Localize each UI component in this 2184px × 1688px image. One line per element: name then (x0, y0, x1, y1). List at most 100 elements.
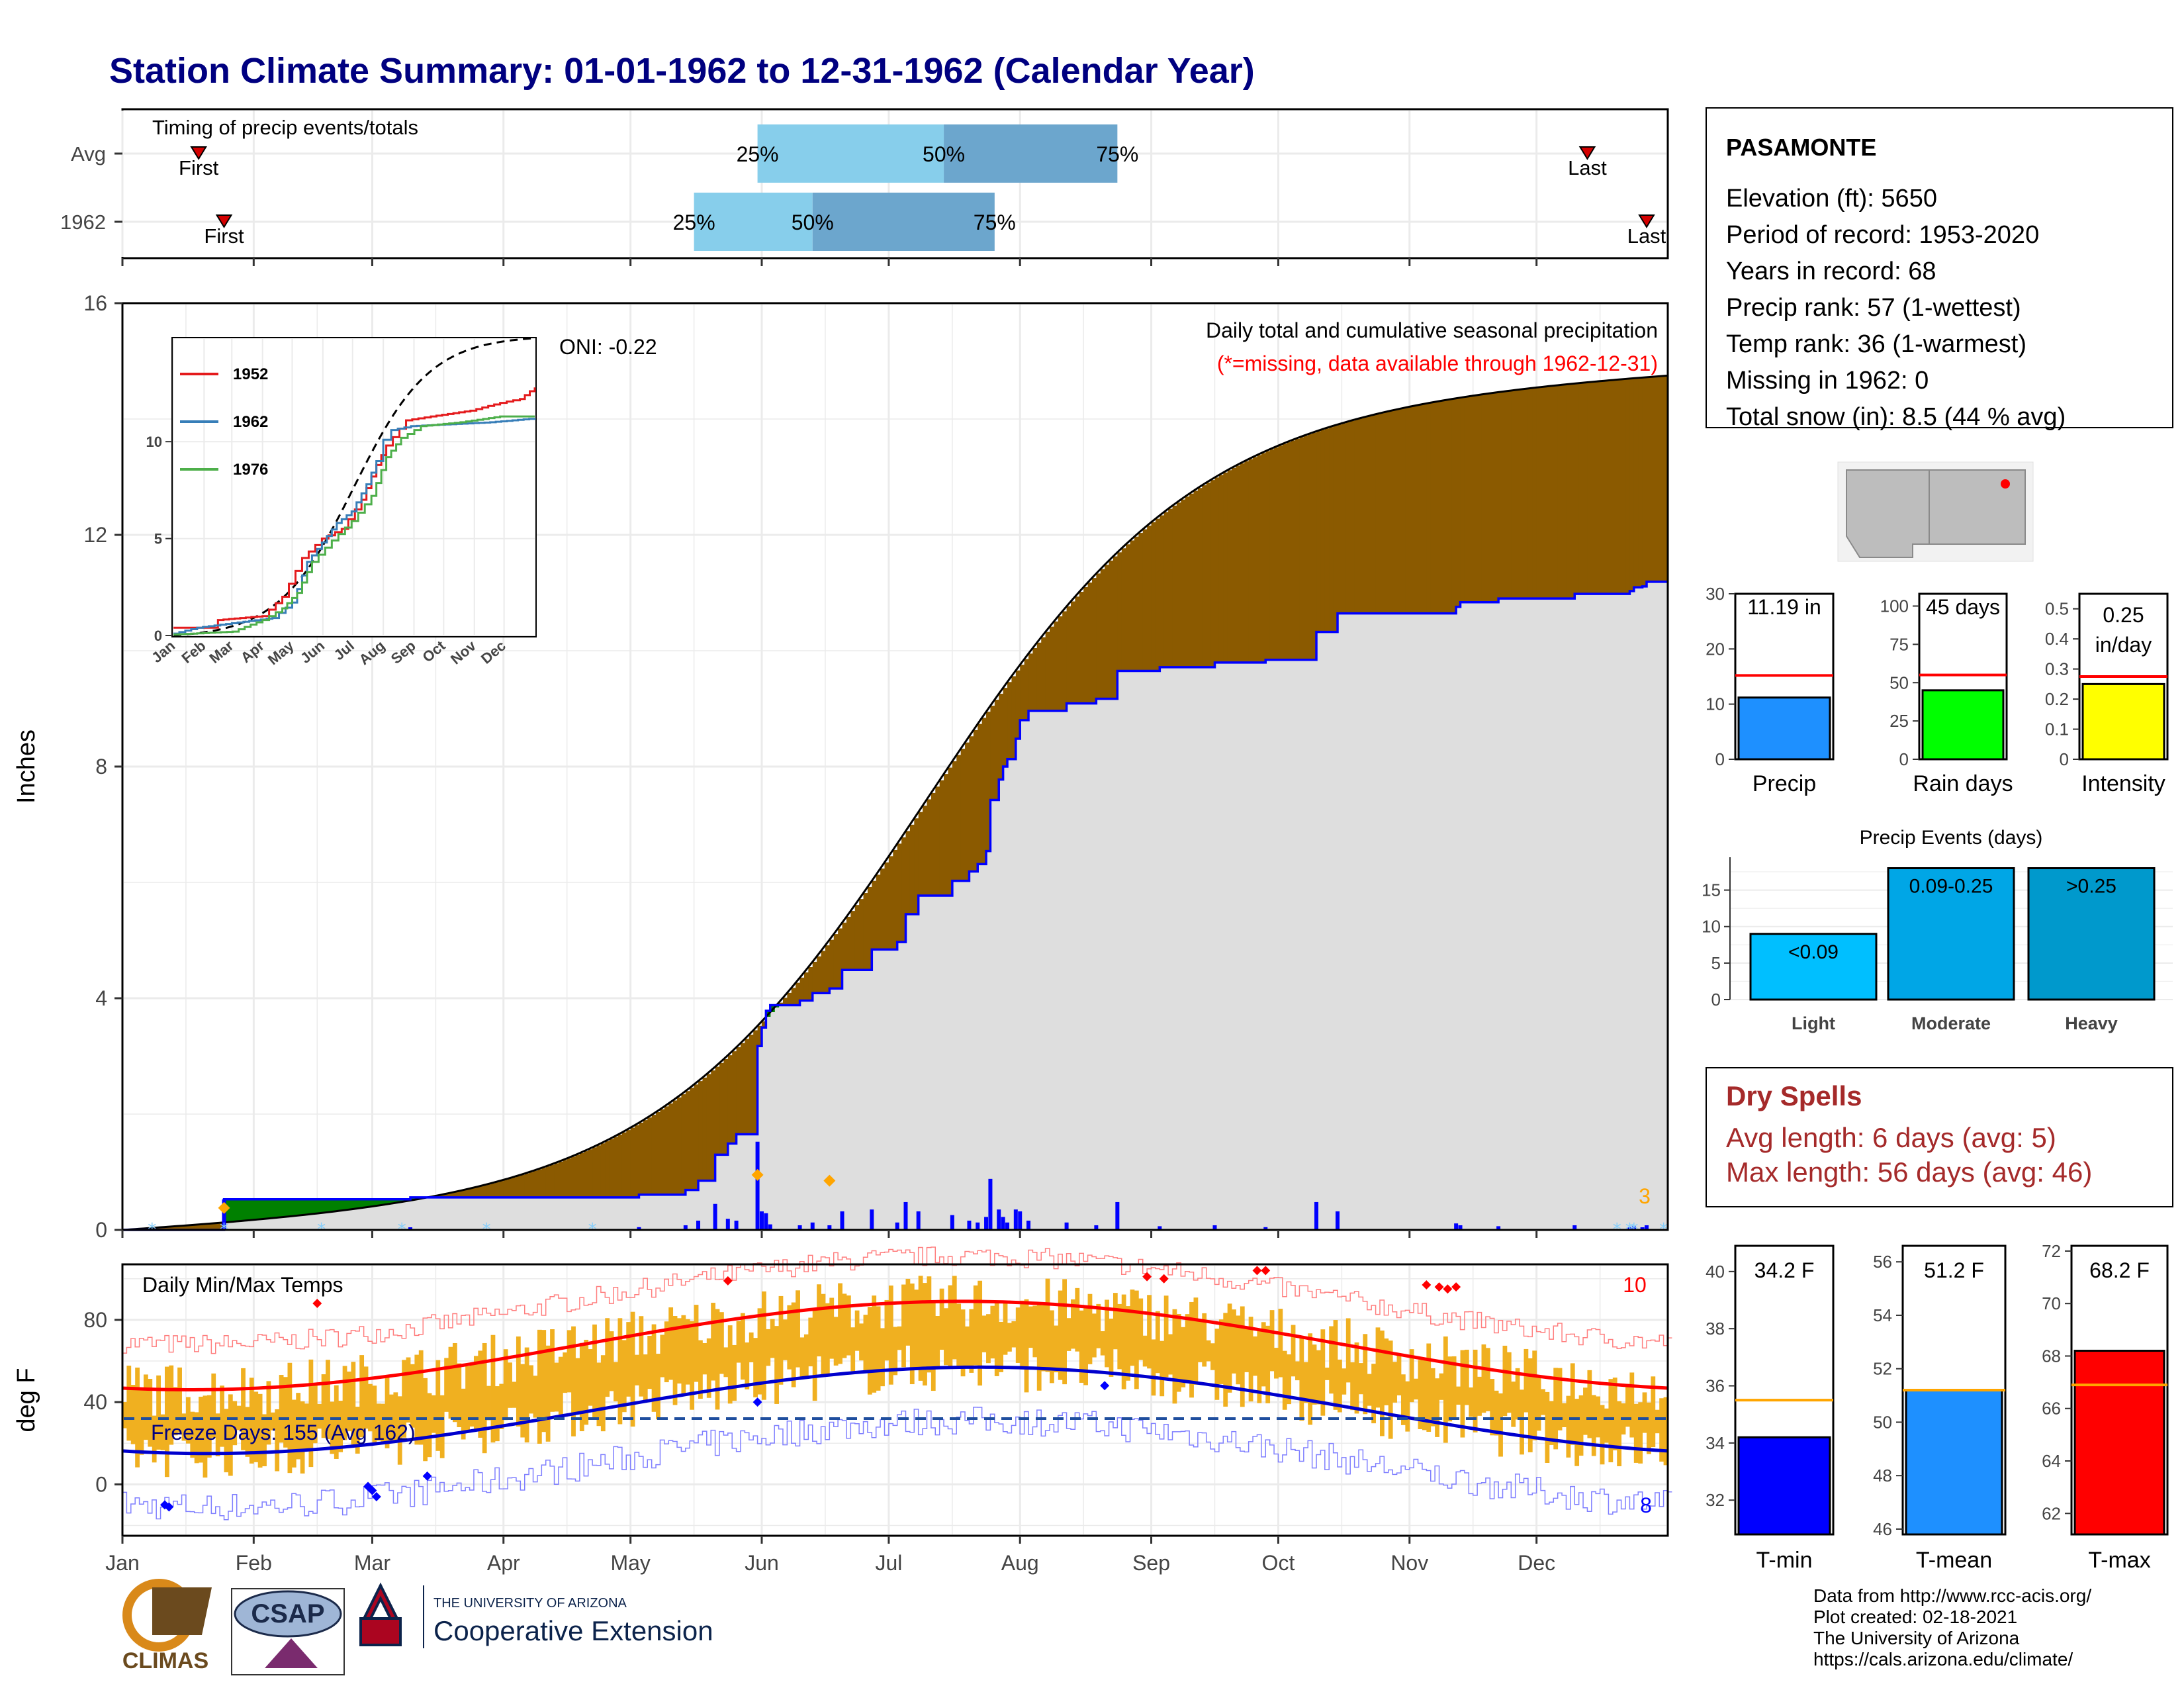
daily-temp-range-bar (215, 1413, 220, 1456)
precip-diff-slice (1091, 578, 1097, 704)
daily-temp-range-bar (584, 1339, 589, 1425)
precip-diff-slice (927, 799, 932, 896)
precip-diff-slice (1176, 502, 1181, 667)
precip-diff-slice (1121, 548, 1126, 671)
daily-temp-range-bar (1527, 1358, 1533, 1452)
precip-diff-slice (1435, 402, 1440, 614)
daily-temp-range-bar (1274, 1348, 1279, 1379)
precip-ytick-label-16: 16 (83, 291, 107, 315)
precip-diff-slice (859, 899, 864, 970)
precip-diff-slice (452, 1192, 457, 1197)
dry-spells-box: Dry Spells Avg length: 6 days (avg: 5) M… (1706, 1067, 2173, 1207)
daily-temp-range-bar (1087, 1293, 1093, 1364)
daily-temp-range-bar (761, 1291, 766, 1400)
precip-diff-slice (499, 1181, 504, 1197)
record-low-marker (371, 1491, 381, 1501)
record-low-marker (422, 1471, 432, 1481)
precip-diff-slice (617, 1135, 623, 1197)
inset-legend-label-1962: 1962 (233, 413, 268, 431)
precip-diff-slice (1557, 385, 1563, 599)
precip-ytick-label-8: 8 (95, 755, 107, 778)
daily-precip-bar (1336, 1211, 1340, 1230)
daily-temp-range-bar (241, 1368, 246, 1450)
daily-temp-range-bar (579, 1342, 584, 1432)
daily-temp-range-bar (372, 1385, 377, 1442)
daily-temp-range-bar (469, 1363, 475, 1427)
daily-temp-range-bar (206, 1395, 212, 1458)
record-high-count: 10 (1623, 1273, 1647, 1297)
precip-diff-slice (923, 806, 928, 896)
month-axis: Jan Feb Mar Apr May Jun Jul Aug Sep Oct Nov Dec (105, 1536, 1555, 1575)
daily-temp-range-bar (681, 1315, 686, 1395)
daily-temp-range-bar (672, 1316, 678, 1405)
precip-diff-slice (1663, 375, 1668, 582)
station-precip-rank: Precip rank: 57 (1-wettest) (1726, 294, 2021, 322)
precip-diff-slice (486, 1184, 492, 1197)
daily-temp-range-bar (173, 1387, 178, 1436)
precip-diff-slice (681, 1094, 686, 1195)
daily-temp-range-bar (782, 1319, 788, 1360)
daily-temp-range-bar (1490, 1379, 1495, 1436)
daily-temp-range-bar (702, 1342, 707, 1375)
temp-summary-tick-label: 56 (1873, 1252, 1892, 1272)
precip-diff-slice (389, 1199, 394, 1204)
temp-summary-tick-label: 62 (2042, 1503, 2061, 1523)
summary-tick-label: 25 (1889, 711, 1909, 731)
daily-precip-bar (1005, 1222, 1010, 1230)
daily-precip-bar (1640, 1227, 1645, 1230)
precip-diff-slice (296, 1199, 301, 1216)
daily-temp-range-bar (1587, 1370, 1592, 1438)
daily-temp-range-bar (1498, 1393, 1503, 1457)
avg-precip-area (122, 581, 1668, 1230)
summary-tick-label: 0.2 (2045, 689, 2069, 709)
daily-temp-range-bar (617, 1318, 623, 1425)
normal-min-temp-line (122, 1365, 1668, 1456)
precip-corner-count: 3 (1639, 1184, 1651, 1208)
precip-diff-slice (355, 1199, 360, 1209)
precip-diff-slice (948, 767, 953, 896)
daily-temp-range-bar (291, 1399, 296, 1468)
daily-precip-bar (1001, 1217, 1005, 1230)
daily-temp-range-bar (1447, 1356, 1453, 1422)
events-tick-label: 10 (1702, 917, 1721, 937)
precip-diff-slice (656, 1111, 661, 1195)
precip-diff-slice (164, 1227, 169, 1230)
daily-temp-range-bar (410, 1364, 415, 1428)
precip-diff-slice (1600, 381, 1605, 594)
precip-diff-slice (253, 1199, 259, 1220)
daily-temp-range-bar (512, 1382, 517, 1408)
daily-temp-range-bar (1054, 1325, 1059, 1373)
daily-temp-range-bar (283, 1377, 288, 1448)
precip-diff-slice (1096, 573, 1101, 699)
inset-avg-curve (173, 337, 533, 637)
precip-diff-slice (1511, 390, 1516, 599)
summary-tick-label: 0.3 (2045, 659, 2069, 679)
precip-diff-slice (905, 831, 911, 915)
daily-temp-range-bar (1583, 1387, 1588, 1435)
temp-summary-label-T-max: T-max (2088, 1548, 2150, 1573)
precip-diff-slice (685, 1091, 690, 1190)
daily-temp-range-bar (1126, 1306, 1130, 1381)
daily-temp-range-bar (605, 1318, 610, 1397)
precip-diff-slice (1388, 411, 1393, 614)
precip-diff-slice (690, 1088, 695, 1190)
daily-precip-bar (222, 1199, 226, 1230)
daily-temp-range-bar (1193, 1297, 1199, 1385)
precip-diff-slice (584, 1151, 589, 1197)
precip-diff-slice (1451, 399, 1457, 614)
daily-temp-range-bar (245, 1407, 250, 1457)
precip-diff-slice (931, 792, 936, 896)
daily-temp-range-bar (803, 1334, 809, 1379)
precip-diff-slice (1371, 415, 1377, 614)
daily-precip-bar (870, 1209, 874, 1230)
climas-text: CLIMAS (122, 1648, 208, 1673)
precip-diff-slice (990, 706, 995, 800)
precip-diff-slice (1392, 410, 1398, 614)
temp-summary-tick-label: 70 (2042, 1293, 2061, 1313)
precip-diff-slice (1257, 455, 1262, 663)
events-bar-label-Light: <0.09 (1788, 941, 1839, 963)
precip-diff-slice (275, 1199, 280, 1218)
daily-temp-range-bar (994, 1301, 999, 1376)
daily-temp-range-bar (1464, 1349, 1469, 1405)
precip-diff-slice (1396, 409, 1402, 614)
